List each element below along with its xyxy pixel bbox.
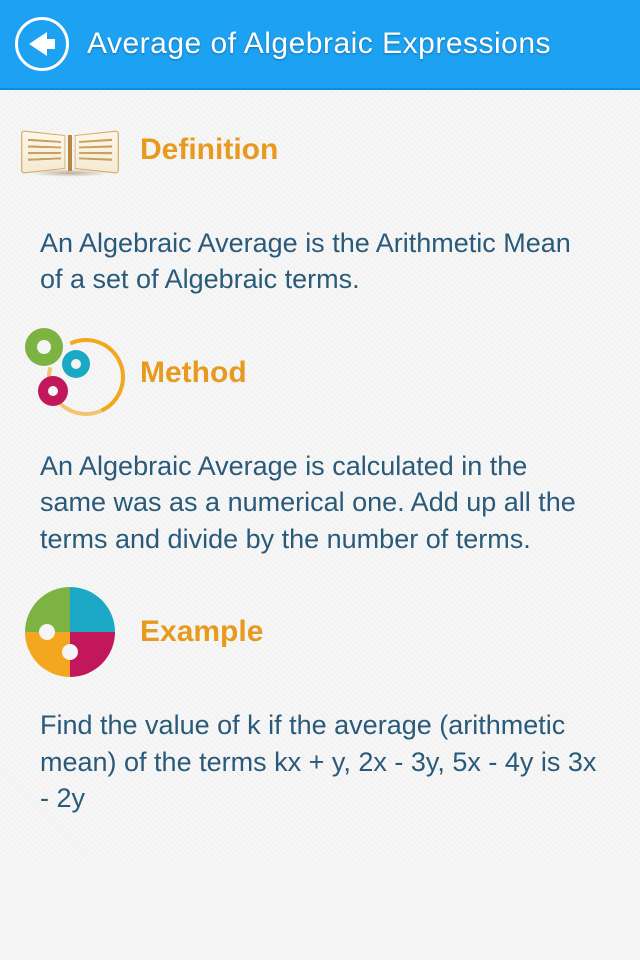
book-icon [15,110,125,190]
page-title: Average of Algebraic Expressions [87,27,551,61]
content-area: Definition An Algebraic Average is the A… [0,90,640,862]
gears-icon [15,333,125,413]
definition-text: An Algebraic Average is the Arithmetic M… [0,225,640,298]
method-text: An Algebraic Average is calculated in th… [0,448,640,557]
definition-title: Definition [140,133,278,167]
method-header: Method [0,328,640,418]
definition-section: Definition An Algebraic Average is the A… [0,105,640,298]
method-title: Method [140,356,247,390]
example-header: Example [0,587,640,677]
definition-header: Definition [0,105,640,195]
example-text: Find the value of k if the average (arit… [0,707,640,816]
method-section: Method An Algebraic Average is calculate… [0,328,640,557]
example-title: Example [140,615,263,649]
header-bar: Average of Algebraic Expressions [0,0,640,90]
back-button[interactable] [15,17,69,71]
puzzle-icon [15,592,125,672]
example-section: Example Find the value of k if the avera… [0,587,640,816]
back-arrow-icon [29,32,47,56]
